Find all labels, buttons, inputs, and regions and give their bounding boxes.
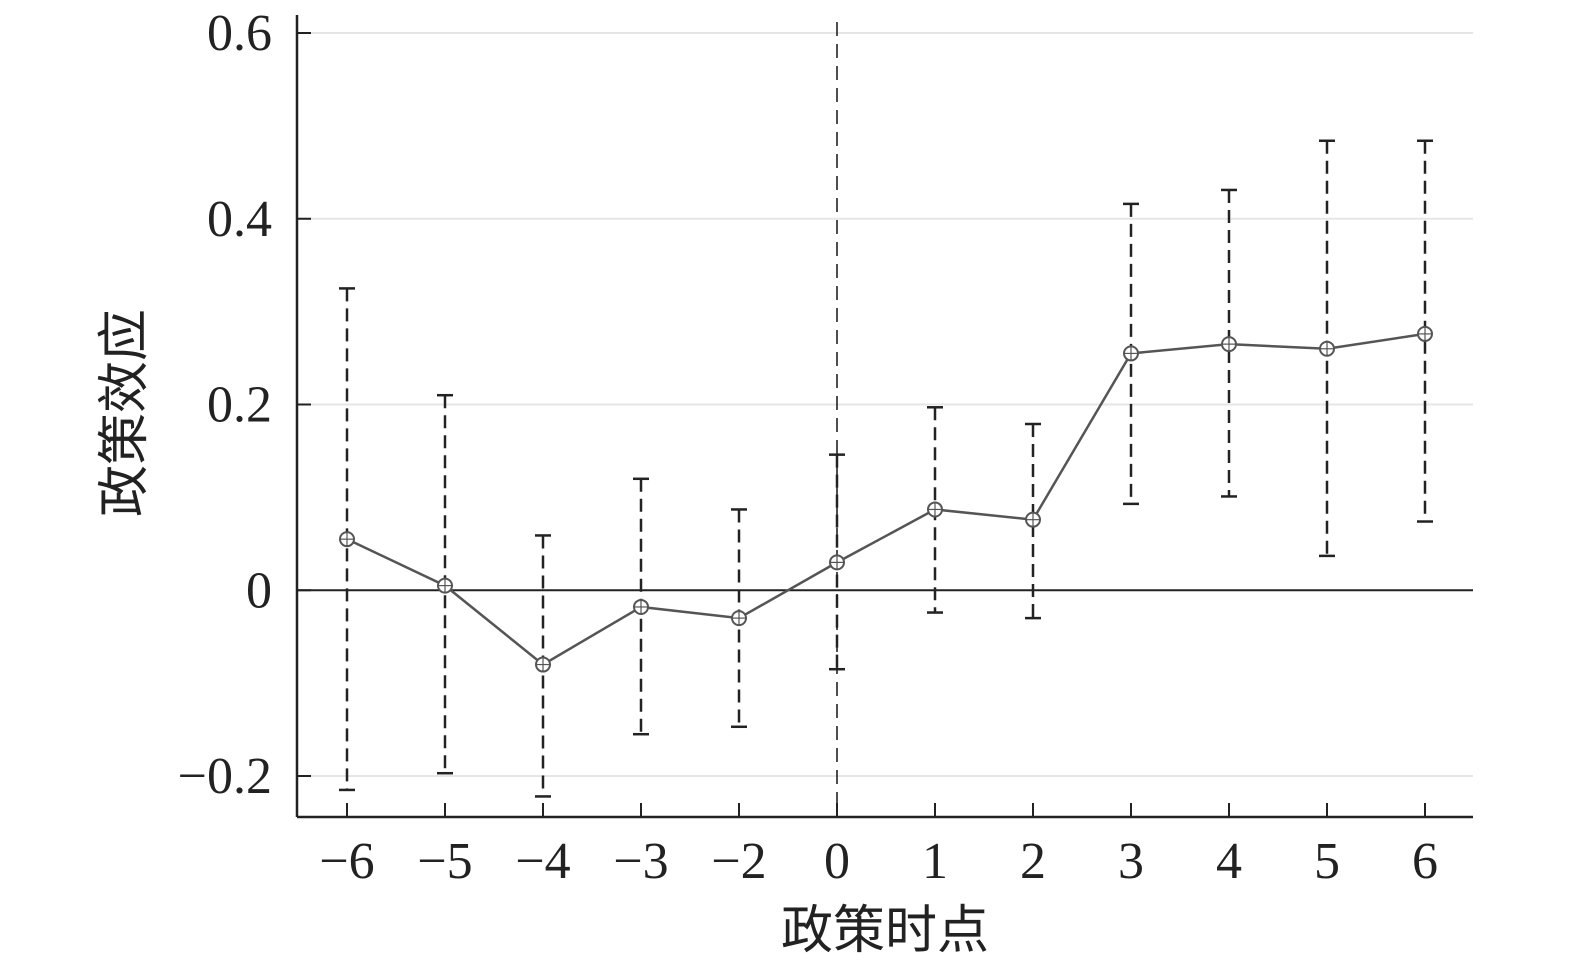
y-tick-label: 0.4: [207, 191, 272, 248]
y-tick-label: 0: [246, 562, 272, 619]
x-tick-label: −2: [711, 833, 766, 890]
x-tick-label: −5: [417, 833, 472, 890]
x-tick-label: 2: [1020, 833, 1046, 890]
reference-lines: [297, 22, 1473, 817]
x-tick-label: 1: [922, 833, 948, 890]
x-tick-label: 3: [1118, 833, 1144, 890]
series-line: [346, 332, 1426, 667]
y-tick-label: −0.2: [178, 748, 272, 805]
x-tick-label: 6: [1412, 833, 1438, 890]
tick-labels: −0.2 0 0.2 0.4 0.6 −6 −5 −4 −3 −2 0 1 2 3 4 5 6: [178, 5, 1438, 890]
y-tick-label: 0.6: [207, 5, 272, 62]
x-tick-label: 4: [1216, 833, 1242, 890]
x-tick-label: −4: [515, 833, 570, 890]
error-bars: [339, 139, 1433, 798]
x-tick-label: −6: [319, 833, 374, 890]
x-tick-label: −3: [613, 833, 668, 890]
data-points: [339, 325, 1433, 673]
y-tick-label: 0.2: [207, 377, 272, 434]
x-tick-label: 5: [1314, 833, 1340, 890]
x-tick-label: 0: [824, 833, 850, 890]
series-polyline: [346, 332, 1426, 667]
grid-lines: [297, 32, 1473, 777]
axes: [295, 15, 1473, 819]
y-axis-title: 政策效应: [95, 309, 155, 517]
x-axis-title: 政策时点: [781, 901, 989, 961]
